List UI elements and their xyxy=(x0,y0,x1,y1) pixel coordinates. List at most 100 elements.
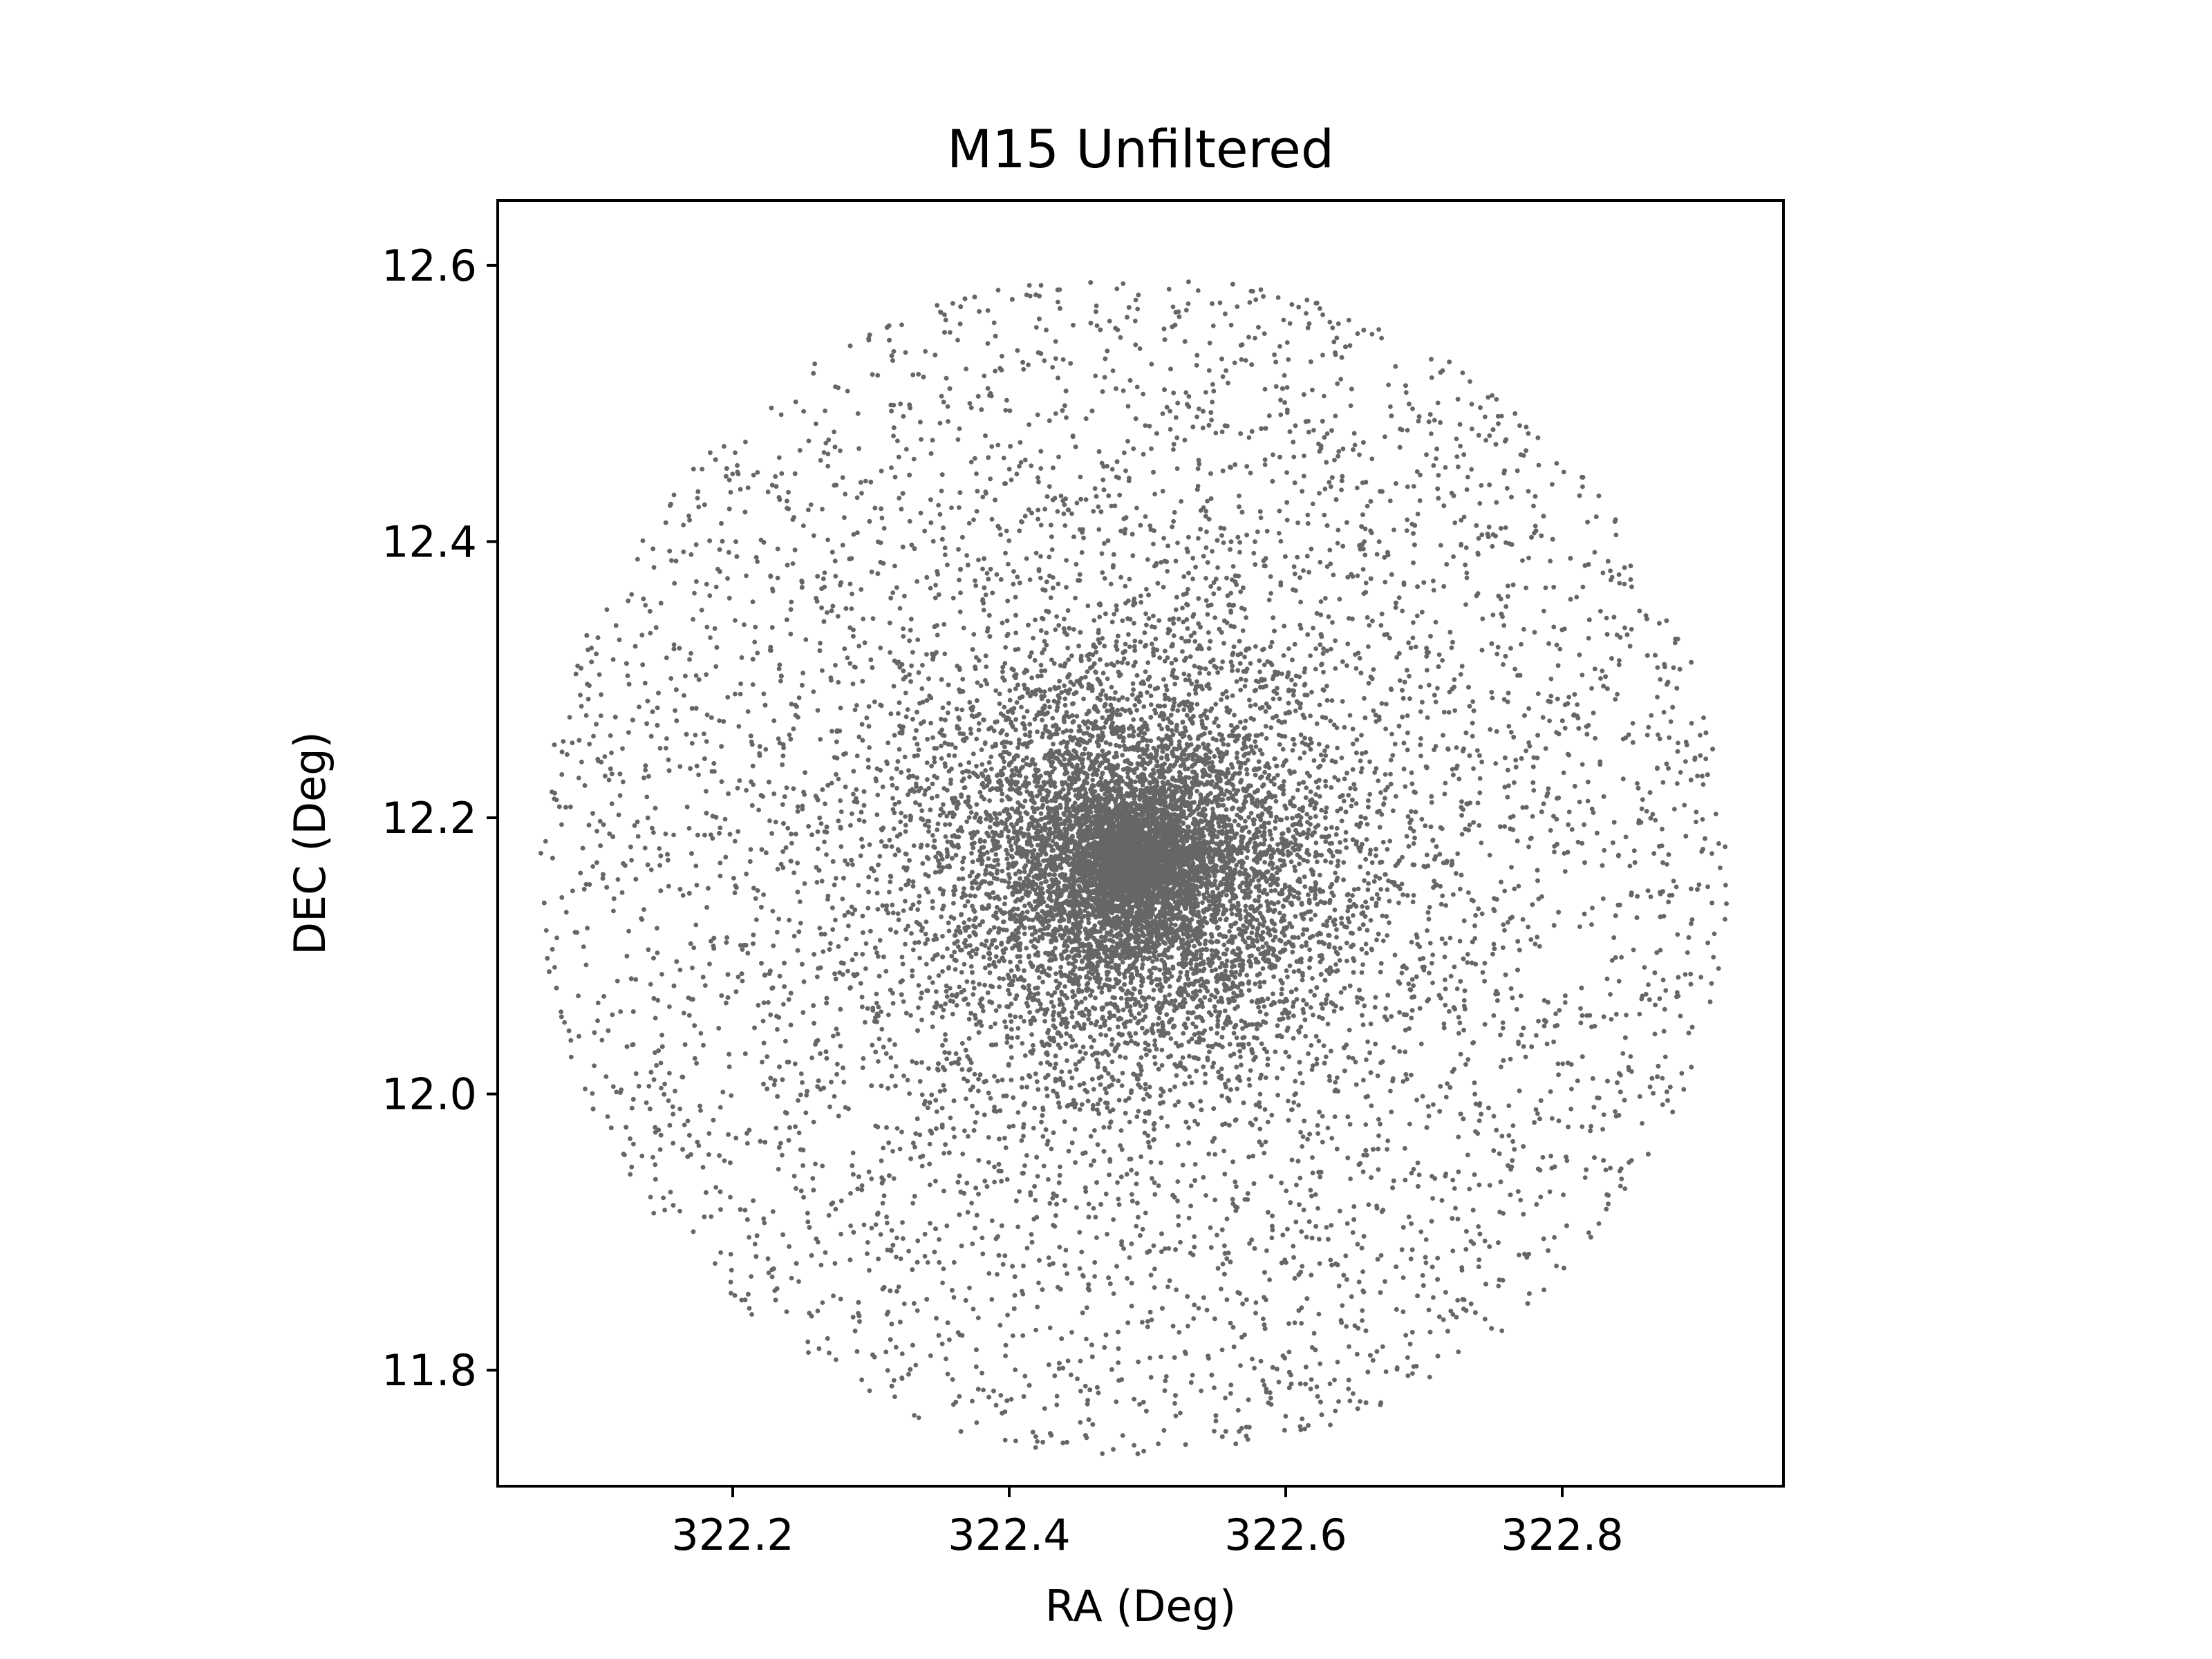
data-point xyxy=(1131,986,1136,991)
data-point xyxy=(1380,913,1385,919)
data-point xyxy=(1176,946,1181,951)
data-point xyxy=(925,843,930,848)
data-point xyxy=(1031,1042,1035,1048)
data-point xyxy=(1202,1028,1208,1033)
data-point xyxy=(998,752,1003,758)
data-point xyxy=(1290,935,1295,940)
data-point xyxy=(1443,780,1448,786)
data-point xyxy=(1297,1071,1303,1076)
data-point xyxy=(1253,981,1258,986)
data-point xyxy=(910,650,915,655)
data-point xyxy=(1353,903,1359,909)
data-point xyxy=(976,1088,981,1094)
data-point xyxy=(938,716,944,722)
data-point xyxy=(1143,669,1148,675)
data-point xyxy=(1004,740,1009,744)
data-point xyxy=(1183,729,1188,733)
data-point xyxy=(1324,697,1330,703)
data-point xyxy=(1271,938,1276,943)
data-point xyxy=(1388,686,1394,691)
data-point xyxy=(1181,619,1186,625)
data-point xyxy=(1033,930,1038,935)
data-point xyxy=(1102,1065,1107,1071)
data-point xyxy=(988,754,994,760)
data-point xyxy=(1253,772,1258,778)
data-point xyxy=(1302,884,1308,889)
data-point xyxy=(1138,600,1144,605)
data-point xyxy=(1365,1039,1370,1044)
data-point xyxy=(1066,657,1071,662)
data-point xyxy=(1257,921,1262,927)
data-point xyxy=(1162,659,1168,664)
data-point xyxy=(1265,1119,1271,1125)
data-point xyxy=(1291,795,1296,800)
data-point xyxy=(1123,1055,1128,1060)
data-point xyxy=(1125,598,1131,603)
data-point xyxy=(1238,676,1244,682)
data-point xyxy=(962,903,968,908)
data-point xyxy=(923,931,928,937)
data-point xyxy=(1330,620,1335,625)
data-point xyxy=(1132,703,1138,708)
data-point xyxy=(1235,724,1240,730)
data-point xyxy=(1052,766,1057,771)
data-point xyxy=(1156,1000,1162,1006)
data-point xyxy=(1272,756,1277,762)
data-point xyxy=(833,976,838,982)
data-point xyxy=(1343,830,1349,835)
data-point xyxy=(1230,1197,1235,1202)
data-point xyxy=(1032,899,1038,904)
data-point xyxy=(1438,901,1444,907)
data-point xyxy=(1346,793,1351,798)
data-point xyxy=(822,932,827,937)
data-point xyxy=(983,868,988,873)
data-point xyxy=(932,932,938,938)
data-point xyxy=(1022,798,1028,804)
data-point xyxy=(1310,1063,1315,1069)
data-point xyxy=(1248,661,1253,666)
data-point xyxy=(1156,1015,1161,1021)
data-point xyxy=(1013,912,1018,917)
data-point xyxy=(1133,1031,1138,1036)
data-point xyxy=(1392,953,1398,957)
data-point xyxy=(1358,769,1364,775)
data-point xyxy=(1232,835,1237,840)
data-point xyxy=(935,794,940,799)
data-point xyxy=(1169,812,1174,817)
data-point xyxy=(1150,959,1155,964)
data-point xyxy=(1300,932,1306,937)
data-point xyxy=(1002,759,1006,765)
data-point xyxy=(1447,1009,1452,1014)
data-point xyxy=(1071,748,1076,753)
data-point xyxy=(925,777,930,782)
data-point xyxy=(1156,618,1162,623)
data-point xyxy=(1221,803,1226,808)
data-point xyxy=(1018,1014,1023,1020)
data-point xyxy=(1245,945,1250,950)
data-point xyxy=(1235,900,1241,906)
data-point xyxy=(1282,624,1287,629)
data-point xyxy=(1268,725,1274,731)
data-point xyxy=(1238,988,1244,994)
data-point xyxy=(1000,664,1006,670)
data-point xyxy=(1186,825,1191,830)
data-point xyxy=(1100,570,1105,575)
data-point xyxy=(1301,997,1306,1003)
data-point xyxy=(1119,660,1125,665)
data-point xyxy=(932,838,937,843)
data-point xyxy=(1216,724,1221,729)
data-point xyxy=(1235,812,1239,818)
data-point xyxy=(1280,986,1284,992)
data-point xyxy=(1109,1037,1115,1042)
data-point xyxy=(1342,724,1347,730)
data-point xyxy=(1143,611,1148,617)
data-point xyxy=(1304,835,1310,841)
data-point xyxy=(1073,1062,1078,1067)
data-point xyxy=(1186,1039,1192,1044)
data-point xyxy=(1049,905,1053,910)
data-point xyxy=(1268,907,1273,912)
data-point xyxy=(1192,747,1198,752)
data-point xyxy=(1376,1133,1381,1138)
data-point xyxy=(1298,732,1304,738)
data-point xyxy=(937,813,943,818)
